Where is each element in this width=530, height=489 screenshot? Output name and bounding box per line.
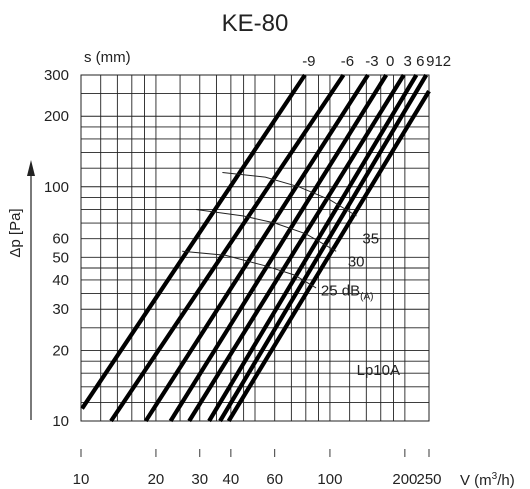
y-tick-label: 30 <box>52 301 69 318</box>
series-lines: -9 -6 -3 0 3 6 9 12 <box>80 53 451 423</box>
series-label: -9 <box>302 53 315 70</box>
x-tick-label: 60 <box>266 471 283 488</box>
y-tick-label: 200 <box>44 108 69 125</box>
series-line <box>187 73 406 423</box>
y-axis-label: Δp [Pa] <box>7 208 24 257</box>
series-label: 6 <box>416 53 424 70</box>
series-line <box>207 73 419 423</box>
y-tick-label: 10 <box>52 413 69 430</box>
x-tick-label: 20 <box>148 471 165 488</box>
sound-label: 25 dB(A) <box>321 283 374 303</box>
x-axis-label-prefix: V (m <box>460 472 492 489</box>
grid <box>80 74 430 422</box>
x-axis-label-sup: 3 <box>492 471 498 482</box>
sound-label-text: 25 dB <box>321 283 360 300</box>
sound-label: 35 <box>362 231 379 248</box>
sound-curve <box>196 209 337 252</box>
series-label: 9 <box>426 53 434 70</box>
x-axis-label: V (m3/h) <box>460 471 515 489</box>
x-tick-label: 10 <box>73 471 90 488</box>
annotation-lp10a: Lp10A <box>357 362 400 379</box>
x-axis-label-suffix: /h) <box>497 472 515 489</box>
y-axis-arrow <box>27 160 35 420</box>
series-line <box>168 73 389 423</box>
sound-label: 30 <box>348 253 365 270</box>
y-tick-label: 20 <box>52 342 69 359</box>
series-line <box>226 90 431 423</box>
y-tick-label: 60 <box>52 231 69 248</box>
series-label: 0 <box>386 53 394 70</box>
series-line <box>109 73 346 423</box>
y-tick-label: 300 <box>44 67 69 84</box>
chart-title: KE-80 <box>222 10 289 37</box>
y-tick-label: 100 <box>44 179 69 196</box>
x-tick-label: 200 <box>392 471 417 488</box>
x-tick-label: 40 <box>223 471 240 488</box>
series-line <box>218 73 429 423</box>
series-label: 3 <box>404 53 412 70</box>
series-label: 12 <box>434 53 451 70</box>
s-axis-label: s (mm) <box>84 49 131 66</box>
series-label: -6 <box>341 53 354 70</box>
x-tick-label: 30 <box>191 471 208 488</box>
sound-curves: 35 30 25 dB(A) Lp10A <box>182 172 400 379</box>
x-tick-label: 250 <box>416 471 441 488</box>
plot-frame <box>80 74 430 422</box>
y-tick-label: 40 <box>52 272 69 289</box>
series-label: -3 <box>365 53 378 70</box>
sound-label-sub: (A) <box>360 292 373 303</box>
x-tick-label: 100 <box>317 471 342 488</box>
series-line <box>80 73 307 410</box>
series-line <box>143 73 370 423</box>
sound-curve <box>182 250 317 289</box>
sound-curve <box>222 172 357 217</box>
y-tick-label: 50 <box>52 249 69 266</box>
